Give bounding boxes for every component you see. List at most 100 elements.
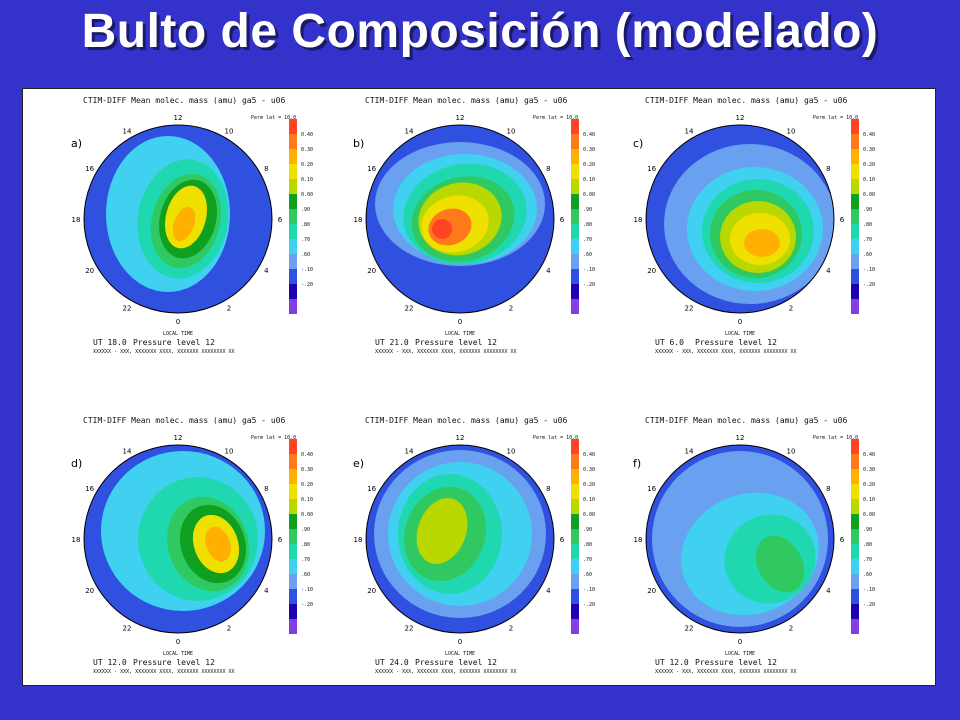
color-scale-label: 0.10 [863,177,875,183]
color-scale-label: .60 [583,572,592,578]
local-time-tick: 18 [354,536,363,544]
color-scale-label: 0.10 [583,177,595,183]
local-time-tick: 12 [456,114,465,122]
local-time-label: LOCAL TIME [445,651,475,657]
contour-region [416,498,468,564]
local-time-tick: 0 [738,318,742,326]
color-scale-label: 0.30 [583,467,595,473]
color-scale-step [571,269,579,284]
panel-corner-text: Perm lat = 10.0 [533,115,578,121]
local-time-tick: 16 [647,485,656,493]
contour-region [205,526,231,562]
local-time-tick: 6 [560,536,565,544]
color-scale-label: -.10 [583,267,595,273]
color-scale-label: -.20 [583,602,595,608]
color-scale-step [851,209,859,224]
local-time-tick: 10 [787,128,796,136]
color-scale-label: 0.40 [301,132,313,138]
local-time-tick: 10 [225,448,234,456]
color-scale-step [851,194,859,209]
pressure-level-label: Pressure level 12 [695,658,777,667]
color-scale-label: .70 [863,557,872,563]
color-scale-step [851,179,859,194]
pressure-level-label: Pressure level 12 [133,658,215,667]
contour-panel: CTIM-DIFF Mean molec. mass (amu) ga5 - u… [633,96,875,355]
color-scale-step [571,514,579,529]
color-scale-step [571,469,579,484]
color-scale-step [571,559,579,574]
color-scale-step [851,529,859,544]
color-scale-label: 0.20 [583,482,595,488]
panel-header-text: CTIM-DIFF Mean molec. mass (amu) ga5 - u… [645,96,847,105]
color-scale-step [851,619,859,634]
local-time-tick: 18 [634,216,643,224]
polar-ring [645,124,835,314]
local-time-tick: 10 [787,448,796,456]
local-time-tick: 18 [72,216,81,224]
panel-footer-text: XXXXXX - XXX, XXXXXXX XXXX, XXXXXXX XXXX… [375,669,516,675]
color-scale-step [289,299,297,314]
color-scale-step [571,164,579,179]
pressure-level-label: Pressure level 12 [415,658,497,667]
ut-label: UT 12.0 [93,658,127,667]
local-time-tick: 4 [264,267,269,275]
color-scale-label: 0.30 [863,467,875,473]
color-scale-step [851,134,859,149]
local-time-tick: 18 [354,216,363,224]
polar-ring [83,124,273,314]
local-time-tick: 16 [85,485,94,493]
panel-corner-text: Perm lat = 10.0 [251,435,296,441]
pressure-level-label: Pressure level 12 [695,338,777,347]
color-scale-label: .80 [863,222,872,228]
local-time-tick: 10 [507,448,516,456]
color-scale-step [289,164,297,179]
local-time-tick: 12 [174,434,183,442]
local-time-tick: 14 [685,448,694,456]
color-scale-label: .90 [863,207,872,213]
color-scale-step [851,239,859,254]
local-time-label: LOCAL TIME [725,651,755,657]
pressure-level-label: Pressure level 12 [415,338,497,347]
color-scale-label: .80 [583,222,592,228]
panel-corner-text: Perm lat = 10.0 [813,115,858,121]
panel-header-text: CTIM-DIFF Mean molec. mass (amu) ga5 - u… [83,416,285,425]
color-scale-step [571,209,579,224]
local-time-tick: 14 [405,448,414,456]
color-scale-label: 0.30 [301,467,313,473]
color-scale-label: .80 [301,222,310,228]
color-scale-label: .70 [583,237,592,243]
color-scale-label: -.10 [301,267,313,273]
local-time-label: LOCAL TIME [725,331,755,337]
color-scale-step [289,514,297,529]
color-scale-step [289,239,297,254]
panel-corner-text: Perm lat = 10.0 [251,115,296,121]
color-scale-step [571,619,579,634]
local-time-tick: 16 [647,165,656,173]
color-scale-step [851,439,859,454]
color-scale-step [289,119,297,134]
color-scale-label: -.10 [583,587,595,593]
polar-ring [365,124,555,314]
local-time-tick: 20 [367,587,376,595]
local-time-tick: 2 [227,304,231,312]
local-time-tick: 22 [123,624,132,632]
color-scale-label: 0.40 [301,452,313,458]
local-time-tick: 20 [367,267,376,275]
local-time-tick: 22 [685,304,694,312]
color-scale-step [571,134,579,149]
local-time-tick: 0 [176,318,180,326]
color-scale-step [571,439,579,454]
color-scale-label: -.10 [863,587,875,593]
color-scale-step [851,544,859,559]
local-time-tick: 12 [456,434,465,442]
ut-label: UT 18.0 [93,338,127,347]
panel-header-text: CTIM-DIFF Mean molec. mass (amu) ga5 - u… [83,96,285,105]
color-scale-step [851,499,859,514]
local-time-tick: 18 [72,536,81,544]
contour-plots-grid: CTIM-DIFF Mean molec. mass (amu) ga5 - u… [71,96,875,675]
color-scale-label: -.10 [301,587,313,593]
color-scale-step [851,514,859,529]
color-scale-label: 0.10 [863,497,875,503]
color-scale-step [851,224,859,239]
local-time-tick: 0 [458,638,462,646]
